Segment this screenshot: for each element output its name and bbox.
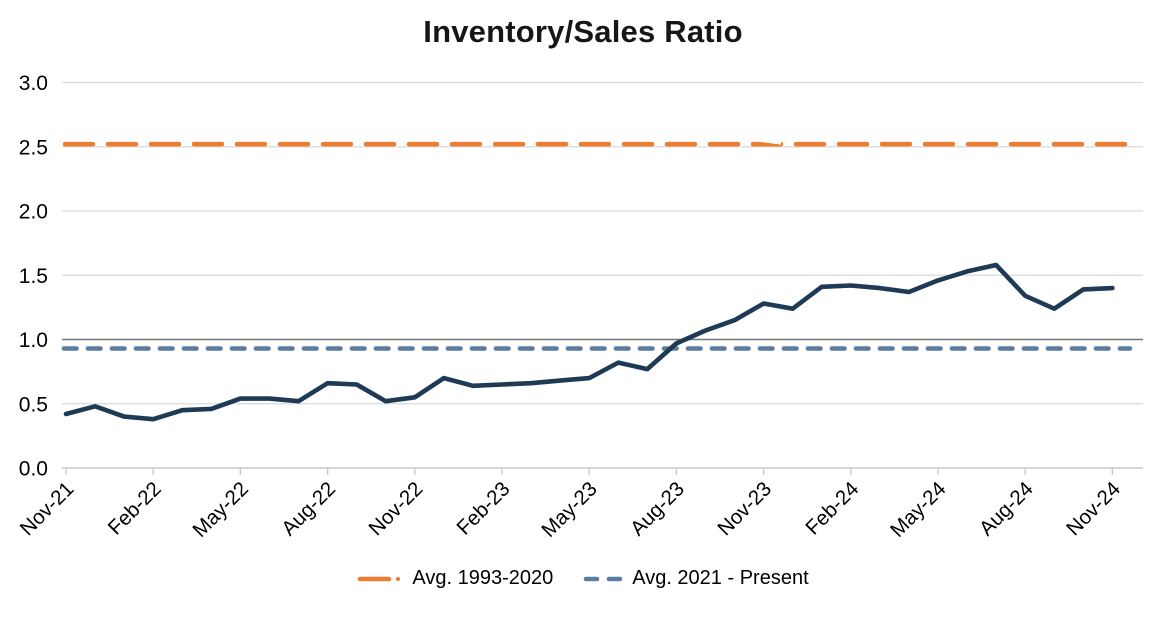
legend-label-avg-2021-present: Avg. 2021 - Present	[632, 567, 809, 589]
x-tick-label: May-22	[188, 477, 253, 542]
y-tick-label: 1.0	[19, 329, 48, 352]
x-tick-label: Nov-21	[16, 477, 79, 540]
x-tick-label: May-23	[537, 477, 602, 542]
plot-area: Nov-21 Feb-22 May-22 Aug-22 Nov-22 Feb-23 May-…	[16, 72, 1143, 542]
legend-item-avg-1993-2020: Avg. 1993-2020	[357, 567, 553, 590]
legend-item-avg-2021-present: Avg. 2021 - Present	[583, 567, 809, 590]
x-tick-label: Feb-24	[801, 477, 863, 539]
x-tick-label: Nov-23	[713, 477, 776, 540]
x-tick-label: Aug-22	[277, 477, 340, 540]
legend-label-avg-1993-2020: Avg. 1993-2020	[412, 567, 554, 589]
x-tick-label: Aug-24	[975, 477, 1038, 540]
x-tick-label: Nov-24	[1062, 477, 1125, 540]
x-tick-label: May-24	[886, 477, 951, 542]
x-tick-label: Feb-23	[452, 477, 514, 539]
y-tick-label: 1.5	[19, 265, 48, 288]
chart-title: Inventory/Sales Ratio	[423, 14, 743, 49]
cursor-artifact	[744, 136, 781, 145]
y-tick-label: 0.5	[19, 393, 48, 416]
legend: Avg. 1993-2020 Avg. 2021 - Present	[0, 567, 1166, 590]
orange-dash-dot-swatch	[358, 576, 401, 581]
x-tick-label: Feb-22	[104, 477, 166, 539]
y-tick-label: 3.0	[19, 72, 48, 95]
x-tick-label: Aug-23	[626, 477, 689, 540]
y-tick-label: 2.0	[19, 201, 48, 224]
x-tick-label: Nov-22	[364, 477, 427, 540]
blue-dash-swatch	[583, 576, 626, 581]
y-tick-label: 0.0	[19, 458, 48, 481]
y-tick-label: 2.5	[19, 136, 48, 159]
inventory-sales-ratio-series	[63, 262, 1115, 422]
